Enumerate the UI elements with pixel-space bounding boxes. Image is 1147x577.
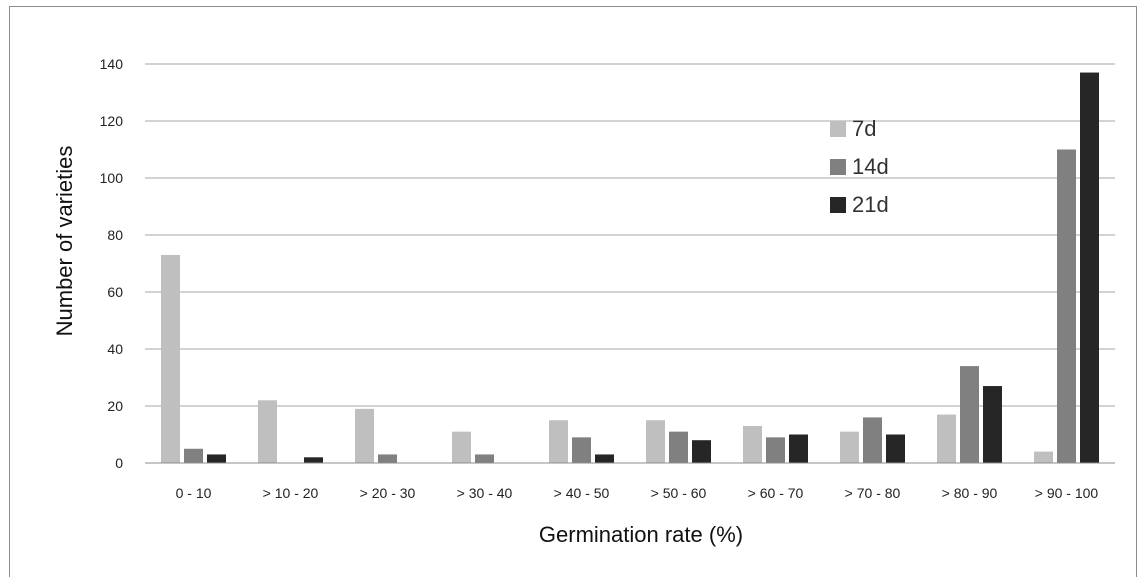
y-tick-label: 100 bbox=[100, 170, 124, 186]
y-tick-label: 140 bbox=[100, 56, 124, 72]
x-axis-title: Germination rate (%) bbox=[539, 522, 743, 547]
bar-7d-5 bbox=[646, 420, 665, 463]
x-tick-label: 0 - 10 bbox=[176, 485, 212, 501]
x-tick-label: > 30 - 40 bbox=[457, 485, 513, 501]
x-axis-ticks: 0 - 10 > 10 - 20 > 20 - 30 > 30 - 40 > 40 - … bbox=[176, 485, 1099, 501]
bar-14d-2 bbox=[378, 454, 397, 463]
bar-7d-1 bbox=[258, 400, 277, 463]
bar-14d-6 bbox=[766, 437, 785, 463]
bar-7d-0 bbox=[161, 254, 180, 463]
bar-21d-1 bbox=[304, 457, 323, 463]
y-tick-label: 60 bbox=[107, 284, 123, 300]
y-tick-label: 0 bbox=[115, 455, 123, 471]
bar-21d-7 bbox=[886, 434, 905, 463]
y-axis-title: Number of varieties bbox=[52, 146, 77, 337]
bar-7d-2 bbox=[355, 408, 374, 463]
bar-14d-7 bbox=[863, 417, 882, 463]
y-tick-label: 80 bbox=[107, 227, 123, 243]
bar-14d-3 bbox=[475, 454, 494, 463]
x-tick-label: > 70 - 80 bbox=[845, 485, 901, 501]
legend-swatch-7d bbox=[830, 121, 846, 137]
chart-frame bbox=[9, 6, 1137, 577]
gridlines bbox=[145, 63, 1115, 407]
legend-label-7d: 7d bbox=[852, 116, 876, 141]
bar-21d-8 bbox=[983, 386, 1002, 463]
x-tick-label: > 60 - 70 bbox=[748, 485, 804, 501]
legend-label-14d: 14d bbox=[852, 154, 889, 179]
legend-swatch-21d bbox=[830, 197, 846, 213]
y-tick-label: 20 bbox=[107, 398, 123, 414]
bar-14d-5 bbox=[669, 431, 688, 463]
bar-14d-4 bbox=[572, 437, 591, 463]
legend: 7d 14d 21d bbox=[830, 116, 889, 217]
legend-swatch-14d bbox=[830, 159, 846, 175]
x-tick-label: > 80 - 90 bbox=[942, 485, 998, 501]
x-tick-label: > 10 - 20 bbox=[263, 485, 319, 501]
bar-14d-9 bbox=[1057, 149, 1076, 463]
bar-14d-8 bbox=[960, 366, 979, 463]
bar-7d-9 bbox=[1034, 451, 1053, 463]
x-tick-label: > 50 - 60 bbox=[651, 485, 707, 501]
bar-7d-3 bbox=[452, 431, 471, 463]
y-tick-label: 40 bbox=[107, 341, 123, 357]
x-tick-label: > 90 - 100 bbox=[1035, 485, 1099, 501]
bar-14d-0 bbox=[184, 448, 203, 463]
bar-7d-7 bbox=[840, 431, 859, 463]
bar-7d-8 bbox=[937, 414, 956, 463]
bars bbox=[161, 72, 1099, 464]
y-axis-ticks: 0 20 40 60 80 100 120 140 bbox=[100, 56, 124, 471]
bar-21d-4 bbox=[595, 454, 614, 463]
bar-21d-5 bbox=[692, 440, 711, 463]
x-tick-label: > 20 - 30 bbox=[360, 485, 416, 501]
legend-label-21d: 21d bbox=[852, 192, 889, 217]
y-tick-label: 120 bbox=[100, 113, 124, 129]
bar-21d-6 bbox=[789, 434, 808, 463]
bar-7d-6 bbox=[743, 425, 762, 463]
bar-21d-0 bbox=[207, 454, 226, 463]
bar-21d-9 bbox=[1080, 72, 1099, 464]
x-tick-label: > 40 - 50 bbox=[554, 485, 610, 501]
bar-7d-4 bbox=[549, 420, 568, 463]
